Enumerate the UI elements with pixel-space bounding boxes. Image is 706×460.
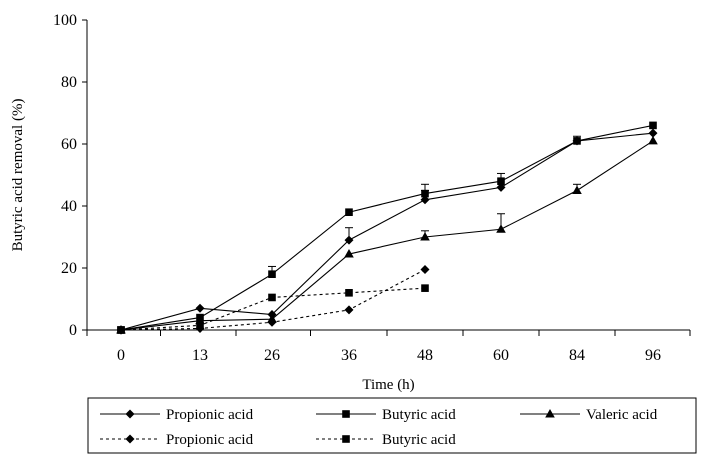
y-tick-label: 0 — [69, 322, 77, 339]
data-point — [496, 224, 506, 233]
y-axis-title: Butyric acid removal (%) — [10, 99, 26, 252]
data-point — [344, 235, 354, 245]
x-tick-label: 96 — [645, 347, 661, 364]
y-tick-label: 40 — [61, 198, 77, 215]
y-tick-label: 20 — [61, 260, 77, 277]
data-point — [421, 284, 429, 292]
y-tick-label: 60 — [61, 136, 77, 153]
x-tick-label: 36 — [341, 347, 357, 364]
x-tick-label: 48 — [417, 347, 433, 364]
legend-label: Propionic acid — [166, 407, 254, 423]
legend-item: Valeric acid — [520, 407, 658, 423]
series-line — [120, 124, 654, 331]
series-line — [120, 140, 654, 331]
axes: 0 20 40 60 80 100 0 13 26 36 48 60 84 96 — [53, 12, 691, 364]
data-point — [649, 121, 657, 130]
data-point — [344, 305, 354, 315]
y-tick-label: 100 — [53, 12, 77, 29]
legend-swatch-marker — [125, 434, 135, 444]
x-axis-title: Time (h) — [362, 377, 414, 393]
data-point — [345, 208, 353, 216]
legend: Propionic acid Butyric acid Valeric acid Pr… — [87, 397, 697, 454]
legend-item: Butyric acid — [316, 407, 456, 423]
legend-item: Propionic acid — [100, 432, 254, 448]
data-point — [268, 270, 276, 278]
legend-swatch-marker — [125, 409, 135, 419]
legend-label: Propionic acid — [166, 432, 254, 448]
data-point — [420, 265, 430, 275]
x-tick-label: 0 — [117, 347, 125, 364]
x-tick-label: 26 — [264, 347, 280, 364]
legend-swatch-marker — [342, 410, 350, 418]
data-point — [196, 321, 204, 330]
data-point — [421, 189, 429, 198]
data-point — [345, 289, 353, 297]
data-point — [648, 135, 658, 145]
data-point — [195, 303, 205, 313]
legend-label: Butyric acid — [382, 407, 456, 423]
data-point — [267, 317, 277, 327]
data-point — [117, 326, 125, 334]
series-layer — [116, 121, 658, 335]
data-point — [648, 128, 658, 138]
data-point — [420, 195, 430, 205]
legend-item: Butyric acid — [316, 432, 456, 448]
data-point — [420, 232, 430, 241]
x-tick-label: 60 — [493, 347, 509, 364]
data-point — [573, 137, 581, 145]
legend-label: Butyric acid — [382, 432, 456, 448]
x-tick-label: 13 — [192, 347, 208, 364]
x-tick-label: 84 — [569, 347, 585, 364]
series-5 — [117, 284, 429, 334]
series-1 — [116, 128, 658, 335]
data-point — [497, 177, 505, 185]
legend-swatch-marker — [342, 435, 350, 443]
data-point — [572, 185, 582, 194]
data-point — [268, 293, 276, 302]
data-point — [496, 182, 506, 192]
series-3 — [116, 135, 658, 334]
legend-box — [87, 397, 697, 454]
legend-item: Propionic acid — [100, 407, 254, 423]
data-point — [344, 249, 354, 258]
series-line — [120, 132, 654, 331]
series-2 — [117, 121, 657, 334]
y-tick-label: 80 — [61, 74, 77, 91]
legend-swatch-marker — [545, 409, 555, 418]
legend-label: Valeric acid — [586, 407, 658, 423]
